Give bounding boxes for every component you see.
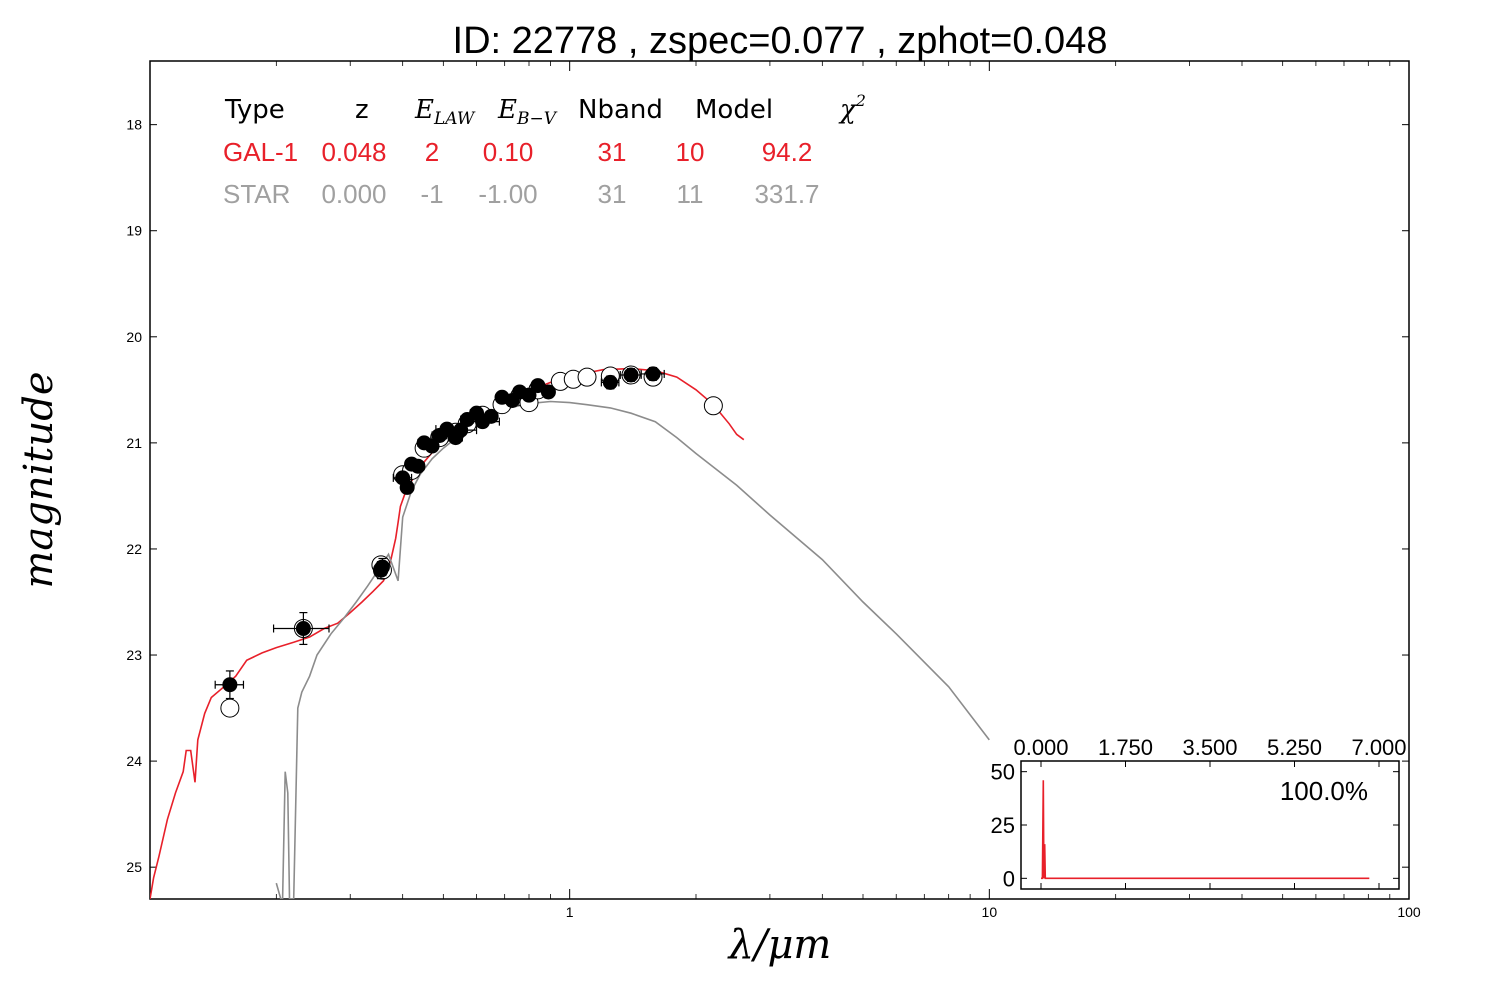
inset-percentage: 100.0% [1280,776,1368,806]
fit-table-cell-type: STAR [223,179,290,209]
observed-point [410,458,426,474]
fit-table-cell-chi2: 331.7 [754,179,819,209]
y-axis: 18 19 20 21 22 23 24 25 [126,117,1409,875]
y-tick-label: 24 [126,753,142,769]
fit-table-cell-e_law: -1 [420,179,443,209]
y-tick-label: 20 [126,329,142,345]
plot-area [150,365,990,899]
fit-table-cell-e_bv: -1.00 [478,179,537,209]
inset-x-tick-label: 3.500 [1182,735,1237,760]
pdz-inset: 0.000 1.750 3.500 5.250 7.000 0 25 50 100.0% [991,735,1407,891]
fit-table-cell-nband: 31 [598,179,627,209]
observed-point [424,438,440,454]
plot-contents [150,365,990,899]
observed-point [540,384,556,400]
observed-point [399,479,415,495]
inset-x-tick-label: 7.000 [1351,735,1406,760]
fit-table-cell-e_law: 2 [425,137,439,167]
y-axis-label: magnitude [16,371,62,588]
col-type-header: Type [224,95,285,125]
inset-y-tick-label: 0 [1003,866,1015,891]
y-tick-label: 25 [126,859,142,875]
fit-table-cell-z: 0.048 [321,137,386,167]
y-tick-label: 22 [126,541,142,557]
col-elaw-header: ELAW [414,95,476,129]
model-point [220,698,240,718]
inset-y-tick-label: 25 [991,813,1015,838]
observed-point [521,387,537,403]
inset-x-tick-label: 5.250 [1267,735,1322,760]
fit-table-cell-nband: 31 [598,137,627,167]
observed-point [645,366,661,382]
fit-table-cell-model: 11 [677,179,704,209]
y-tick-label: 21 [126,435,142,451]
fit-table-rows: GAL-1 0.048 2 0.10 31 10 94.2 STAR 0.000 -1 -1.00 3… [223,137,820,209]
star_template-line [275,400,990,899]
inset-x-tick-label: 1.750 [1098,735,1153,760]
x-tick-label: 1 [566,904,574,920]
observed-point [483,408,499,424]
observed-point [374,559,390,575]
col-model-header: Model [695,95,773,125]
plot-frame [149,60,1410,900]
y-tick-label: 18 [126,117,142,133]
galaxy_template-line [150,367,745,899]
model-point [703,396,723,416]
col-z-header: z [355,95,369,125]
observed-point [623,367,639,383]
x-tick-label: 10 [982,904,998,920]
col-ebv-header: EB−V [497,95,558,129]
observed-point [222,677,238,693]
col-nband-header: Nband [578,95,663,125]
chart-title: ID: 22778 , zspec=0.077 , zphot=0.048 [453,20,1108,62]
fit-table-cell-model: 10 [676,137,705,167]
fit-table-cell-chi2: 94.2 [762,137,813,167]
observed-point [602,374,618,390]
fit-table: Type z ELAW EB−V Nband Model χ2 GAL-1 0.0… [223,91,866,209]
fit-table-cell-e_bv: 0.10 [483,137,534,167]
x-axis: 1 10 100 [275,61,1421,920]
inset-plot-area [1041,780,1370,880]
y-tick-label: 23 [126,647,142,663]
observed-point [295,621,311,637]
y-tick-label: 19 [126,223,142,239]
x-axis-label: λ/μm [727,922,832,968]
inset-pdz-line [1041,780,1370,880]
col-chi2-header: χ2 [838,91,866,125]
inset-y-tick-label: 50 [991,760,1015,785]
model-point [577,367,597,387]
inset-x-tick-label: 0.000 [1013,735,1068,760]
fit-table-cell-z: 0.000 [321,179,386,209]
inset-axes: 0.000 1.750 3.500 5.250 7.000 0 25 50 [991,735,1407,891]
x-tick-label: 100 [1397,904,1421,920]
fit-table-cell-type: GAL-1 [223,137,298,167]
